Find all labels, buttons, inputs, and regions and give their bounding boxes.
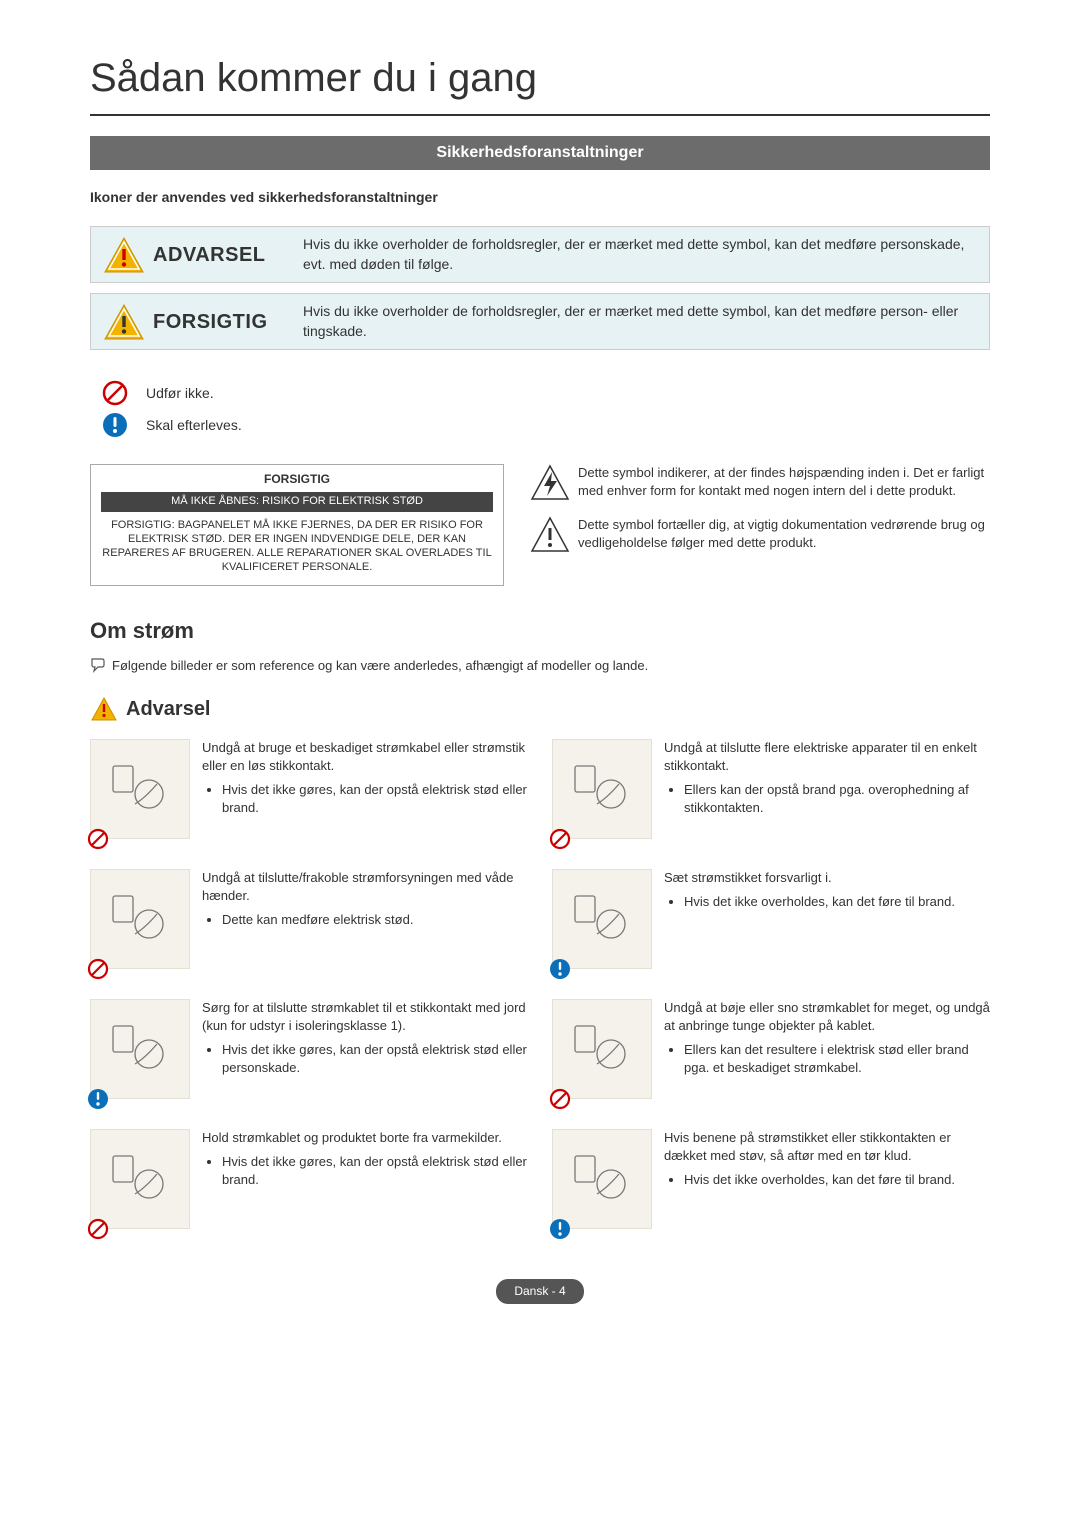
warning-bullet: Hvis det ikke gøres, kan der opstå elekt… (222, 781, 528, 817)
warning-triangle-icon (103, 236, 153, 274)
documentation-icon (530, 516, 578, 554)
advarsel-subheading: Advarsel (90, 695, 990, 723)
panel-title: FORSIGTIG (101, 471, 493, 488)
advarsel-box: ADVARSEL Hvis du ikke overholder de forh… (90, 226, 990, 283)
panel-body: FORSIGTIG: BAGPANELET MÅ IKKE FJERNES, D… (101, 518, 493, 575)
warning-row: Hold strømkablet og produktet borte fra … (90, 1129, 990, 1229)
warning-main: Sørg for at tilslutte strømkablet til et… (202, 999, 528, 1035)
prohibit-text: Udfør ikke. (146, 384, 214, 404)
warning-bullet: Hvis det ikke overholdes, kan det føre t… (684, 1171, 990, 1189)
warning-text: Undgå at tilslutte/frakoble strømforsyni… (202, 869, 528, 969)
warning-main: Hold strømkablet og produktet borte fra … (202, 1129, 528, 1147)
warning-main: Undgå at tilslutte/frakoble strømforsyni… (202, 869, 528, 905)
warning-illustration (90, 1129, 190, 1229)
prohibit-icon (102, 380, 146, 406)
warning-cell: Undgå at bøje eller sno strømkablet for … (552, 999, 990, 1099)
page-number: Dansk - 4 (496, 1279, 583, 1304)
warning-illustration (552, 739, 652, 839)
warning-text: Sørg for at tilslutte strømkablet til et… (202, 999, 528, 1099)
note-text: Følgende billeder er som reference og ka… (112, 657, 648, 675)
warning-illustration (552, 999, 652, 1099)
warning-main: Sæt strømstikket forsvarligt i. (664, 869, 990, 887)
must-icon (87, 1088, 109, 1110)
warning-cell: Undgå at tilslutte/frakoble strømforsyni… (90, 869, 528, 969)
panel-right: Dette symbol indikerer, at der findes hø… (504, 464, 990, 585)
warning-text: Undgå at bøje eller sno strømkablet for … (664, 999, 990, 1099)
small-warning-triangle-icon (90, 696, 118, 722)
caution-panel-row: FORSIGTIG MÅ IKKE ÅBNES: RISIKO FOR ELEK… (90, 464, 990, 585)
warning-illustration (90, 999, 190, 1099)
warning-illustration (552, 869, 652, 969)
warning-main: Undgå at tilslutte flere elektriske appa… (664, 739, 990, 775)
must-text: Skal efterleves. (146, 416, 242, 436)
warning-main: Undgå at bruge et beskadiget strømkabel … (202, 739, 528, 775)
warning-text: Hold strømkablet og produktet borte fra … (202, 1129, 528, 1229)
warning-text: Undgå at bruge et beskadiget strømkabel … (202, 739, 528, 839)
warning-illustration (90, 739, 190, 839)
prohibit-icon (549, 828, 571, 850)
caution-triangle-icon (103, 303, 153, 341)
warning-bullet: Hvis det ikke overholdes, kan det føre t… (684, 893, 990, 911)
warning-illustration (552, 1129, 652, 1229)
high-voltage-icon (530, 464, 578, 502)
warning-bullet: Hvis det ikke gøres, kan der opstå elekt… (222, 1153, 528, 1189)
warning-text: Hvis benene på strømstikket eller stikko… (664, 1129, 990, 1229)
advarsel-subheading-text: Advarsel (126, 695, 211, 723)
caution-panel: FORSIGTIG MÅ IKKE ÅBNES: RISIKO FOR ELEK… (90, 464, 504, 585)
warning-bullet: Ellers kan der opstå brand pga. overophe… (684, 781, 990, 817)
om-strom-heading: Om strøm (90, 616, 990, 647)
panel-bar: MÅ IKKE ÅBNES: RISIKO FOR ELEKTRISK STØD (101, 492, 493, 511)
warning-main: Hvis benene på strømstikket eller stikko… (664, 1129, 990, 1165)
warning-illustration (90, 869, 190, 969)
prohibit-icon (549, 1088, 571, 1110)
prohibit-icon (87, 1218, 109, 1240)
documentation-text: Dette symbol fortæller dig, at vigtig do… (578, 516, 990, 554)
forsigtig-label: FORSIGTIG (153, 308, 303, 336)
warning-text: Sæt strømstikket forsvarligt i. Hvis det … (664, 869, 990, 969)
forsigtig-box: FORSIGTIG Hvis du ikke overholder de for… (90, 293, 990, 350)
warning-cell: Sæt strømstikket forsvarligt i. Hvis det … (552, 869, 990, 969)
high-voltage-text: Dette symbol indikerer, at der findes hø… (578, 464, 990, 502)
warning-cell: Sørg for at tilslutte strømkablet til et… (90, 999, 528, 1099)
icons-subheading: Ikoner der anvendes ved sikkerhedsforans… (90, 188, 990, 208)
warning-row: Sørg for at tilslutte strømkablet til et… (90, 999, 990, 1099)
note-icon (90, 657, 106, 673)
advarsel-text: Hvis du ikke overholder de forholdsregle… (303, 235, 977, 274)
page-title: Sådan kommer du i gang (90, 50, 990, 116)
must-icon (102, 412, 146, 438)
page-footer: Dansk - 4 (90, 1279, 990, 1304)
must-legend: Skal efterleves. (90, 412, 990, 438)
must-icon (549, 1218, 571, 1240)
prohibit-legend: Udfør ikke. (90, 380, 990, 406)
section-banner: Sikkerhedsforanstaltninger (90, 136, 990, 170)
note-line: Følgende billeder er som reference og ka… (90, 657, 990, 675)
warning-cell: Hvis benene på strømstikket eller stikko… (552, 1129, 990, 1229)
warning-bullet: Dette kan medføre elektrisk stød. (222, 911, 528, 929)
advarsel-label: ADVARSEL (153, 241, 303, 269)
warning-bullet: Ellers kan det resultere i elektrisk stø… (684, 1041, 990, 1077)
warning-cell: Hold strømkablet og produktet borte fra … (90, 1129, 528, 1229)
warning-cell: Undgå at tilslutte flere elektriske appa… (552, 739, 990, 839)
must-icon (549, 958, 571, 980)
warning-row: Undgå at tilslutte/frakoble strømforsyni… (90, 869, 990, 969)
warning-cell: Undgå at bruge et beskadiget strømkabel … (90, 739, 528, 839)
warning-main: Undgå at bøje eller sno strømkablet for … (664, 999, 990, 1035)
prohibit-icon (87, 828, 109, 850)
forsigtig-text: Hvis du ikke overholder de forholdsregle… (303, 302, 977, 341)
warnings-grid: Undgå at bruge et beskadiget strømkabel … (90, 739, 990, 1229)
prohibit-icon (87, 958, 109, 980)
warning-text: Undgå at tilslutte flere elektriske appa… (664, 739, 990, 839)
warning-bullet: Hvis det ikke gøres, kan der opstå elekt… (222, 1041, 528, 1077)
warning-row: Undgå at bruge et beskadiget strømkabel … (90, 739, 990, 839)
